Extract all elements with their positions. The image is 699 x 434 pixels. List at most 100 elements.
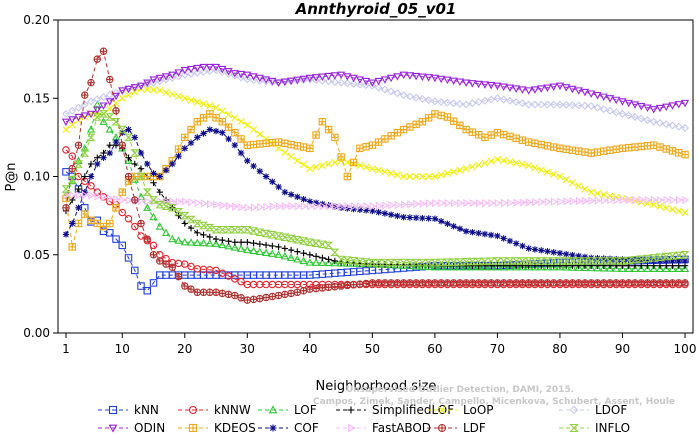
data-point (261, 229, 271, 238)
data-point (269, 202, 277, 211)
data-point (180, 237, 189, 246)
data-point (530, 257, 540, 265)
data-point (218, 117, 227, 126)
data-point (575, 182, 583, 190)
data-point (437, 171, 445, 179)
data-point (193, 98, 201, 106)
data-point (225, 237, 232, 245)
data-point (405, 72, 415, 80)
data-point (231, 275, 239, 283)
data-point (211, 63, 221, 72)
data-point (142, 188, 152, 196)
data-point (499, 279, 508, 287)
data-point (319, 254, 326, 262)
data-point (612, 279, 620, 287)
data-point (462, 165, 470, 173)
legend-item-odin: ODIN (98, 421, 165, 434)
data-point (605, 264, 615, 272)
data-point (505, 84, 515, 92)
data-point (236, 244, 246, 252)
data-point (680, 264, 690, 272)
data-point (68, 164, 77, 173)
data-point (674, 264, 683, 272)
data-point (330, 77, 339, 86)
data-point (393, 171, 401, 179)
data-point (113, 195, 121, 204)
data-point (668, 102, 677, 110)
data-point (681, 257, 689, 265)
data-point (156, 86, 164, 95)
data-point (324, 72, 333, 81)
data-point (118, 188, 127, 196)
legend-marker (569, 423, 579, 433)
data-point (111, 92, 121, 101)
data-point (462, 228, 470, 235)
data-point (87, 160, 95, 168)
data-point (455, 258, 465, 266)
data-point (300, 161, 308, 169)
data-point (200, 199, 208, 208)
data-point (162, 88, 170, 96)
data-point (562, 176, 570, 184)
data-point (250, 239, 257, 247)
data-point (131, 222, 139, 231)
data-point (312, 163, 320, 171)
data-point (399, 91, 408, 100)
data-point (580, 263, 590, 272)
series-ldf (62, 47, 689, 304)
data-point (175, 152, 182, 160)
data-point (105, 90, 114, 99)
data-point (381, 168, 389, 176)
data-point (81, 91, 89, 99)
data-point (311, 239, 321, 248)
data-point (424, 96, 433, 105)
data-point (125, 196, 133, 205)
data-point (131, 88, 139, 96)
data-point (112, 138, 120, 146)
series-line-loop (65, 88, 686, 213)
series-inflo (61, 110, 690, 267)
data-point (499, 95, 508, 104)
data-point (412, 93, 421, 102)
data-point (555, 262, 565, 271)
data-point (193, 68, 202, 77)
data-point (674, 251, 684, 260)
data-point (569, 262, 576, 269)
data-point (256, 130, 264, 138)
data-point (212, 235, 220, 243)
data-point (181, 282, 189, 290)
data-point (131, 266, 139, 275)
data-point (268, 249, 277, 257)
data-point (299, 256, 308, 265)
data-point (493, 279, 502, 287)
series-fastabod (63, 191, 690, 212)
data-point (430, 97, 439, 106)
data-point (475, 262, 482, 269)
data-point (199, 221, 209, 230)
data-point (149, 212, 158, 221)
data-point (481, 230, 489, 238)
data-point (331, 133, 339, 142)
data-point (306, 251, 314, 258)
data-point (311, 258, 321, 266)
data-point (337, 282, 345, 290)
data-point (657, 195, 665, 205)
data-point (156, 257, 164, 265)
y-tick-label: 0.10 (23, 170, 50, 184)
data-point (174, 207, 184, 216)
data-point (155, 74, 164, 83)
data-point (381, 210, 389, 217)
data-point (568, 85, 577, 94)
data-point (456, 225, 464, 232)
data-point (199, 288, 208, 297)
data-point (230, 225, 240, 234)
data-point (355, 76, 365, 84)
data-point (155, 222, 164, 230)
data-point (568, 101, 577, 110)
data-point (581, 253, 589, 261)
data-point (306, 165, 314, 173)
data-point (124, 254, 133, 262)
data-point (268, 77, 277, 86)
data-point (312, 76, 321, 85)
data-point (555, 82, 565, 91)
